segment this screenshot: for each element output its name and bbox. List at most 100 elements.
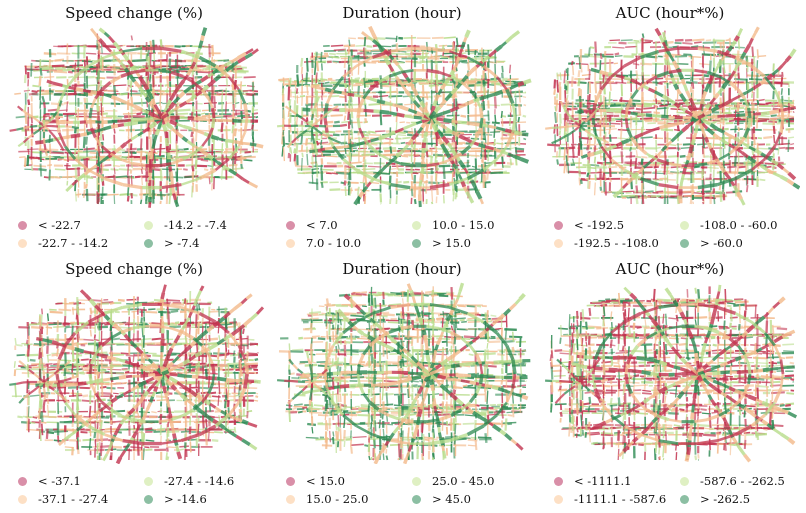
- highway-segment: [52, 134, 59, 141]
- street-segment: [599, 60, 602, 71]
- street-segment: [54, 168, 66, 171]
- street-segment: [183, 147, 189, 151]
- highway-segment: [43, 143, 47, 151]
- highway-segment: [436, 117, 444, 122]
- street-segment: [211, 44, 215, 57]
- street-segment: [451, 171, 454, 184]
- loop-highway-segment: [511, 117, 517, 133]
- legend-swatch-icon: [554, 220, 563, 230]
- highway-segment: [464, 99, 475, 107]
- street-segment: [701, 84, 705, 89]
- highway-segment: [165, 145, 171, 153]
- street-segment: [556, 72, 559, 80]
- loop-highway-segment: [355, 56, 374, 68]
- street-segment: [380, 202, 382, 205]
- loop-highway-segment: [734, 168, 753, 181]
- highway-segment: [612, 190, 621, 199]
- highway-segment: [666, 122, 676, 128]
- street-segment: [240, 163, 243, 169]
- legend: < 7.0 7.0 - 10.0 10.0 - 15.0 > 15.0: [286, 214, 536, 254]
- street-segment: [77, 93, 85, 97]
- highway-segment: [387, 63, 395, 73]
- highway-segment: [284, 105, 292, 112]
- highway-segment: [691, 104, 698, 112]
- loop-highway-segment: [372, 177, 392, 186]
- street-segment: [384, 137, 394, 141]
- highway-segment: [462, 36, 468, 43]
- highway-segment: [709, 147, 717, 157]
- highway-segment: [507, 152, 515, 158]
- street-segment: [313, 52, 323, 56]
- street-segment: [585, 99, 596, 103]
- street-segment: [220, 122, 224, 133]
- highway-segment: [681, 124, 690, 133]
- loop-highway-segment: [630, 88, 639, 100]
- loop-highway-segment: [332, 76, 345, 91]
- highway-segment: [302, 107, 311, 112]
- street-segment: [175, 112, 189, 116]
- loop-highway-segment: [357, 97, 365, 109]
- street-segment: [435, 84, 439, 93]
- street-segment: [201, 114, 210, 118]
- highway-segment: [79, 132, 88, 137]
- highway-segment: [713, 65, 720, 74]
- street-segment: [350, 129, 354, 140]
- street-segment: [294, 161, 298, 167]
- highway-segment: [150, 148, 155, 155]
- highway-segment: [185, 97, 193, 104]
- highway-segment: [388, 111, 398, 116]
- street-segment: [223, 59, 230, 62]
- loop-highway-segment: [460, 144, 472, 156]
- street-segment: [293, 148, 297, 154]
- street-segment: [430, 53, 433, 59]
- street-segment: [466, 154, 480, 157]
- loop-highway-segment: [64, 76, 77, 91]
- street-segment: [166, 75, 170, 89]
- street-segment: [460, 114, 467, 118]
- highway-segment: [33, 116, 40, 123]
- street-segment: [31, 90, 38, 94]
- highway-segment: [76, 173, 86, 182]
- loop-highway-segment: [763, 76, 776, 91]
- highway-segment: [602, 138, 610, 144]
- highway-segment: [368, 26, 375, 34]
- street-segment: [433, 153, 443, 157]
- street-segment: [39, 86, 42, 101]
- loop-highway-segment: [482, 157, 498, 172]
- loop-highway-segment: [716, 49, 737, 59]
- highway-segment: [404, 89, 412, 97]
- legend-swatch-icon: [144, 238, 153, 248]
- highway-segment: [421, 142, 427, 149]
- street-segment: [598, 119, 602, 126]
- highway-segment: [451, 130, 461, 138]
- street-segment: [770, 114, 777, 117]
- highway-segment: [211, 68, 220, 75]
- loop-highway-segment: [371, 49, 392, 59]
- street-segment: [725, 39, 730, 42]
- street-segment: [614, 55, 623, 57]
- street-segment: [399, 121, 405, 124]
- street-segment: [47, 108, 58, 112]
- loop-highway-segment: [207, 127, 214, 139]
- street-segment: [757, 119, 767, 123]
- street-segment: [220, 166, 224, 181]
- street-segment: [655, 77, 658, 86]
- street-segment: [609, 177, 612, 183]
- street-segment: [84, 102, 97, 106]
- legend-label: -108.0 - -60.0: [700, 218, 778, 232]
- highway-segment: [701, 122, 709, 130]
- street-segment: [556, 159, 559, 165]
- loop-highway-segment: [211, 107, 216, 119]
- highway-segment: [373, 170, 383, 180]
- legend-label: -22.7 - -14.2: [38, 236, 109, 250]
- highway-segment: [735, 147, 743, 154]
- highway-segment: [402, 124, 410, 131]
- street-segment: [567, 143, 570, 148]
- highway-segment: [199, 148, 209, 157]
- highway-segment: [709, 97, 717, 105]
- highway-segment: [739, 198, 746, 206]
- highway-segment: [437, 138, 444, 146]
- street-segment: [750, 93, 754, 98]
- highway-segment: [361, 185, 369, 193]
- street-segment: [343, 133, 346, 148]
